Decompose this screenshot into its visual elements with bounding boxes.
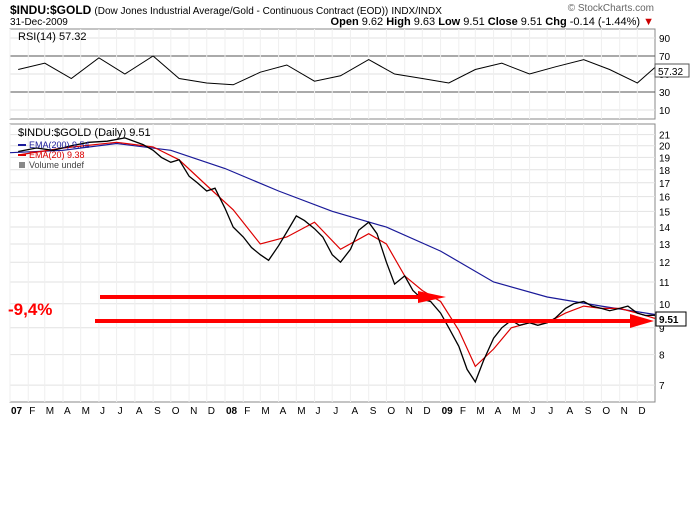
price-tick-label: 13 <box>659 240 671 251</box>
symbol-description: (Dow Jones Industrial Average/Gold - Con… <box>94 6 389 17</box>
close-value: 9.51 <box>520 16 543 28</box>
x-tick-label: D <box>638 406 645 417</box>
rsi-tick-label: 90 <box>659 34 671 45</box>
x-tick-label: F <box>244 406 250 417</box>
rsi-current-value: 57.32 <box>658 67 683 78</box>
x-tick-label: N <box>406 406 413 417</box>
price-tick-label: 21 <box>659 131 671 142</box>
arrow-upper-head <box>418 291 446 303</box>
legend-ema20: EMA(20) 9.38 <box>29 150 85 160</box>
x-tick-label: M <box>46 406 54 417</box>
symbol: $INDU:$GOLD <box>10 3 92 17</box>
annotation-arrows <box>95 291 654 328</box>
x-tick-label: J <box>531 406 536 417</box>
x-tick-label: 07 <box>11 406 23 417</box>
x-tick-label: F <box>29 406 35 417</box>
x-tick-label: M <box>82 406 90 417</box>
price-tick-label: 19 <box>659 153 671 164</box>
x-tick-label: 08 <box>226 406 238 417</box>
x-tick-label: M <box>261 406 269 417</box>
x-tick-label: D <box>208 406 215 417</box>
rsi-tick-label: 70 <box>659 52 671 63</box>
high-value: 9.63 <box>413 16 436 28</box>
chart-date: 31-Dec-2009 <box>10 17 68 28</box>
last-price-box <box>655 311 687 327</box>
x-tick-label: J <box>333 406 338 417</box>
rsi-panel: 1030507090 RSI(14) 57.32 57.32 <box>9 28 690 120</box>
x-tick-label: A <box>495 406 502 417</box>
x-tick-label: A <box>566 406 573 417</box>
price-line <box>18 137 656 384</box>
x-tick-label: A <box>136 406 143 417</box>
x-tick-label: N <box>190 406 197 417</box>
price-tick-label: 8 <box>659 351 665 362</box>
x-tick-label: J <box>118 406 123 417</box>
x-tick-label: O <box>387 406 395 417</box>
legend-ema200: EMA(200) 9.54 <box>29 140 90 150</box>
ema200-line <box>9 142 656 316</box>
change-value: -0.14 (-1.44%) <box>569 16 641 28</box>
x-tick-label: O <box>602 406 610 417</box>
x-tick-label: M <box>297 406 305 417</box>
x-tick-label: S <box>154 406 161 417</box>
down-arrow-icon: ▼ <box>643 16 654 28</box>
percent-annotation: -9,4% <box>8 300 52 319</box>
x-axis-tick-labels: 07 F M A M J J A S O N D 08 F M A M J J A S O N D 09 F M A M J J A S O N D <box>11 406 646 417</box>
x-tick-label: O <box>172 406 180 417</box>
rsi-label: RSI(14) 57.32 <box>18 31 86 43</box>
price-tick-label: 20 <box>659 142 671 153</box>
ohlc-readout: Open 9.62 High 9.63 Low 9.51 Close 9.51 … <box>330 16 654 28</box>
x-tick-label: F <box>460 406 466 417</box>
x-tick-label: M <box>512 406 520 417</box>
legend-volume: Volume undef <box>29 160 85 170</box>
arrow-lower-head <box>630 314 654 328</box>
x-tick-label: A <box>280 406 287 417</box>
chart-title: $INDU:$GOLD (Dow Jones Industrial Averag… <box>10 3 442 17</box>
price-tick-label: 15 <box>659 207 671 218</box>
x-tick-label: S <box>585 406 592 417</box>
rsi-current-box <box>654 63 690 78</box>
rsi-tick-label: 10 <box>659 106 671 117</box>
price-tick-label: 7 <box>659 381 665 392</box>
stockcharts-logo: © StockCharts.com <box>567 3 654 14</box>
price-tick-label: 16 <box>659 193 671 204</box>
price-tick-label: 17 <box>659 179 671 190</box>
x-tick-label: J <box>316 406 321 417</box>
x-tick-label: 09 <box>442 406 454 417</box>
ema20-line <box>18 141 656 368</box>
x-tick-label: M <box>476 406 484 417</box>
open-value: 9.62 <box>361 16 384 28</box>
price-tick-label: 14 <box>659 223 671 234</box>
rsi-line <box>18 55 656 86</box>
low-value: 9.51 <box>463 16 485 28</box>
price-tick-label: 12 <box>659 258 671 269</box>
exchange: INDX/INDX <box>391 6 442 17</box>
price-tick-label: 9 <box>659 324 665 335</box>
price-tick-label: 18 <box>659 166 671 177</box>
x-tick-label: N <box>621 406 628 417</box>
rsi-gridlines <box>9 29 655 119</box>
legend-volume-swatch <box>19 162 25 168</box>
x-tick-label: J <box>100 406 105 417</box>
x-tick-label: S <box>370 406 377 417</box>
price-tick-label: 10 <box>659 300 671 311</box>
x-tick-label: A <box>351 406 358 417</box>
price-tick-label: 11 <box>659 278 670 289</box>
rsi-tick-label: 30 <box>659 88 671 99</box>
x-tick-label: J <box>548 406 553 417</box>
x-tick-label: A <box>64 406 71 417</box>
price-gridlines <box>9 124 655 402</box>
x-tick-label: D <box>423 406 430 417</box>
legend-main: $INDU:$GOLD (Daily) 9.51 <box>18 127 151 139</box>
last-price-value: 9.51 <box>659 315 679 326</box>
